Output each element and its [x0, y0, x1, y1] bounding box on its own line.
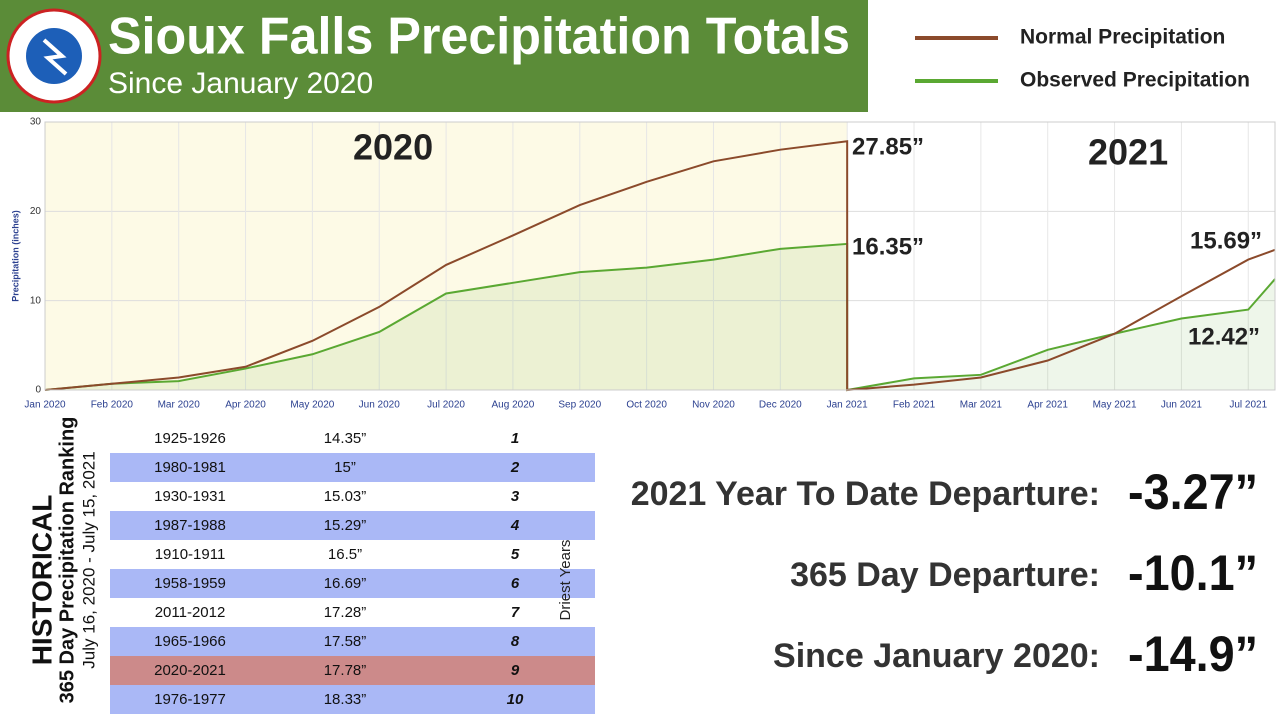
table-cell: 17.78” [324, 662, 367, 679]
legend: Normal Precipitation Observed Precipitati… [915, 26, 1250, 92]
x-tick-label: Apr 2020 [225, 400, 266, 411]
y-tick-label: 10 [30, 295, 42, 306]
x-tick-label: Jun 2021 [1161, 400, 1203, 411]
x-tick-label: Mar 2021 [960, 400, 1003, 411]
table-cell: 6 [511, 575, 520, 592]
table-cell: 10 [507, 691, 524, 708]
plot-border [44, 121, 1276, 391]
x-tick-label: Sep 2020 [558, 400, 601, 411]
x-tick-label: May 2020 [290, 400, 334, 411]
table-cell: 5 [511, 546, 520, 563]
x-tick-label: Jun 2020 [359, 400, 401, 411]
table-row [110, 424, 595, 453]
x-tick-label: Jan 2020 [24, 400, 66, 411]
ranking-period: July 16, 2020 - July 15, 2021 [79, 451, 98, 668]
annotation: 27.85” [852, 133, 924, 160]
table-cell: 7 [511, 604, 520, 621]
logo-bolt [42, 38, 68, 76]
table-cell: 17.58” [324, 633, 367, 650]
x-tick-label: Jul 2021 [1229, 400, 1267, 411]
ranking-table: 1925-1926 14.35” 1 1980-1981 15” 2 1930-1931 15… [110, 424, 595, 714]
table-cell: 2020-2021 [154, 662, 226, 679]
x-tick-label: Feb 2021 [893, 400, 936, 411]
chart: 0 10 20 30 Jan 2020 Feb 2020 Mar 2020 Apr 2020 M… [10, 117, 1276, 411]
annotation: 2020 [353, 127, 433, 168]
x-tick-label: Jan 2021 [827, 400, 869, 411]
x-tick-label: Feb 2020 [91, 400, 134, 411]
table-cell: 16.5” [328, 546, 362, 563]
annotation: 2021 [1088, 132, 1168, 173]
y-tick-label: 30 [30, 117, 42, 128]
y-axis-label: Precipitation (inches) [10, 210, 20, 302]
table-cell: 8 [511, 633, 520, 650]
annotation: 16.35” [852, 233, 924, 260]
table-cell: 17.28” [324, 604, 367, 621]
series-line [44, 242, 1276, 392]
x-tick-label: Nov 2020 [692, 400, 735, 411]
table-row [110, 453, 595, 482]
legend-label: Normal Precipitation [1020, 26, 1225, 49]
y-tick-label: 0 [35, 385, 41, 396]
table-cell: 1976-1977 [154, 691, 226, 708]
x-tick-label: Mar 2020 [158, 400, 201, 411]
table-cell: 16.69” [324, 575, 367, 592]
stats: 2021 Year To Date Departure: -3.27” 365 Da… [631, 464, 1258, 682]
header-title: Sioux Falls Precipitation Totals [108, 8, 850, 66]
annotation: 12.42” [1188, 323, 1260, 350]
table-row [110, 569, 595, 598]
table-cell: 1965-1966 [154, 633, 226, 650]
stat-label: 365 Day Departure: [790, 556, 1100, 594]
header-subtitle: Since January 2020 [108, 67, 373, 100]
stat-label: Since January 2020: [773, 637, 1100, 675]
table-cell: 2011-2012 [155, 604, 226, 621]
table-cell: 4 [510, 517, 520, 534]
table-row [110, 656, 595, 685]
series-line [44, 140, 1276, 392]
legend-label: Observed Precipitation [1020, 69, 1250, 92]
table-row [110, 540, 595, 569]
table-cell: 15.03” [324, 488, 367, 505]
table-cell: 1987-1988 [154, 517, 226, 534]
ranking-title: HISTORICAL [26, 495, 57, 666]
x-tick-label: Aug 2020 [492, 400, 535, 411]
table-row [110, 511, 595, 540]
table-cell: 15” [334, 459, 356, 476]
x-tick-label: Oct 2020 [626, 400, 667, 411]
table-cell: 1930-1931 [154, 488, 226, 505]
table-cell: 1958-1959 [154, 575, 226, 592]
table-cell: 18.33” [324, 691, 367, 708]
annotation: 15.69” [1190, 227, 1262, 254]
y-tick-label: 20 [30, 206, 42, 217]
table-row [110, 598, 595, 627]
table-cell: 1980-1981 [154, 459, 226, 476]
x-tick-label: Dec 2020 [759, 400, 802, 411]
table-cell: 3 [511, 488, 520, 505]
ranking-side-label: Driest Years [557, 540, 574, 621]
table-row [110, 685, 595, 714]
table-cell: 9 [511, 662, 520, 679]
header-band [0, 0, 868, 112]
x-tick-label: Jul 2020 [427, 400, 465, 411]
stat-value: -10.1” [1128, 545, 1258, 601]
ranking-subtitle: 365 Day Precipitation Ranking [56, 417, 78, 704]
table-row [110, 627, 595, 656]
table-cell: 1925-1926 [154, 430, 226, 447]
observed-area [45, 243, 1275, 390]
stat-value: -14.9” [1128, 626, 1258, 682]
stat-value: -3.27” [1128, 464, 1258, 520]
x-tick-label: Apr 2021 [1027, 400, 1068, 411]
table-cell: 15.29” [324, 517, 367, 534]
table-cell: 14.35” [324, 430, 367, 447]
table-row [110, 482, 595, 511]
stat-label: 2021 Year To Date Departure: [631, 475, 1100, 513]
x-tick-label: May 2021 [1093, 400, 1137, 411]
table-cell: 2 [510, 459, 520, 476]
table-cell: 1910-1911 [155, 546, 226, 563]
table-cell: 1 [511, 430, 519, 447]
